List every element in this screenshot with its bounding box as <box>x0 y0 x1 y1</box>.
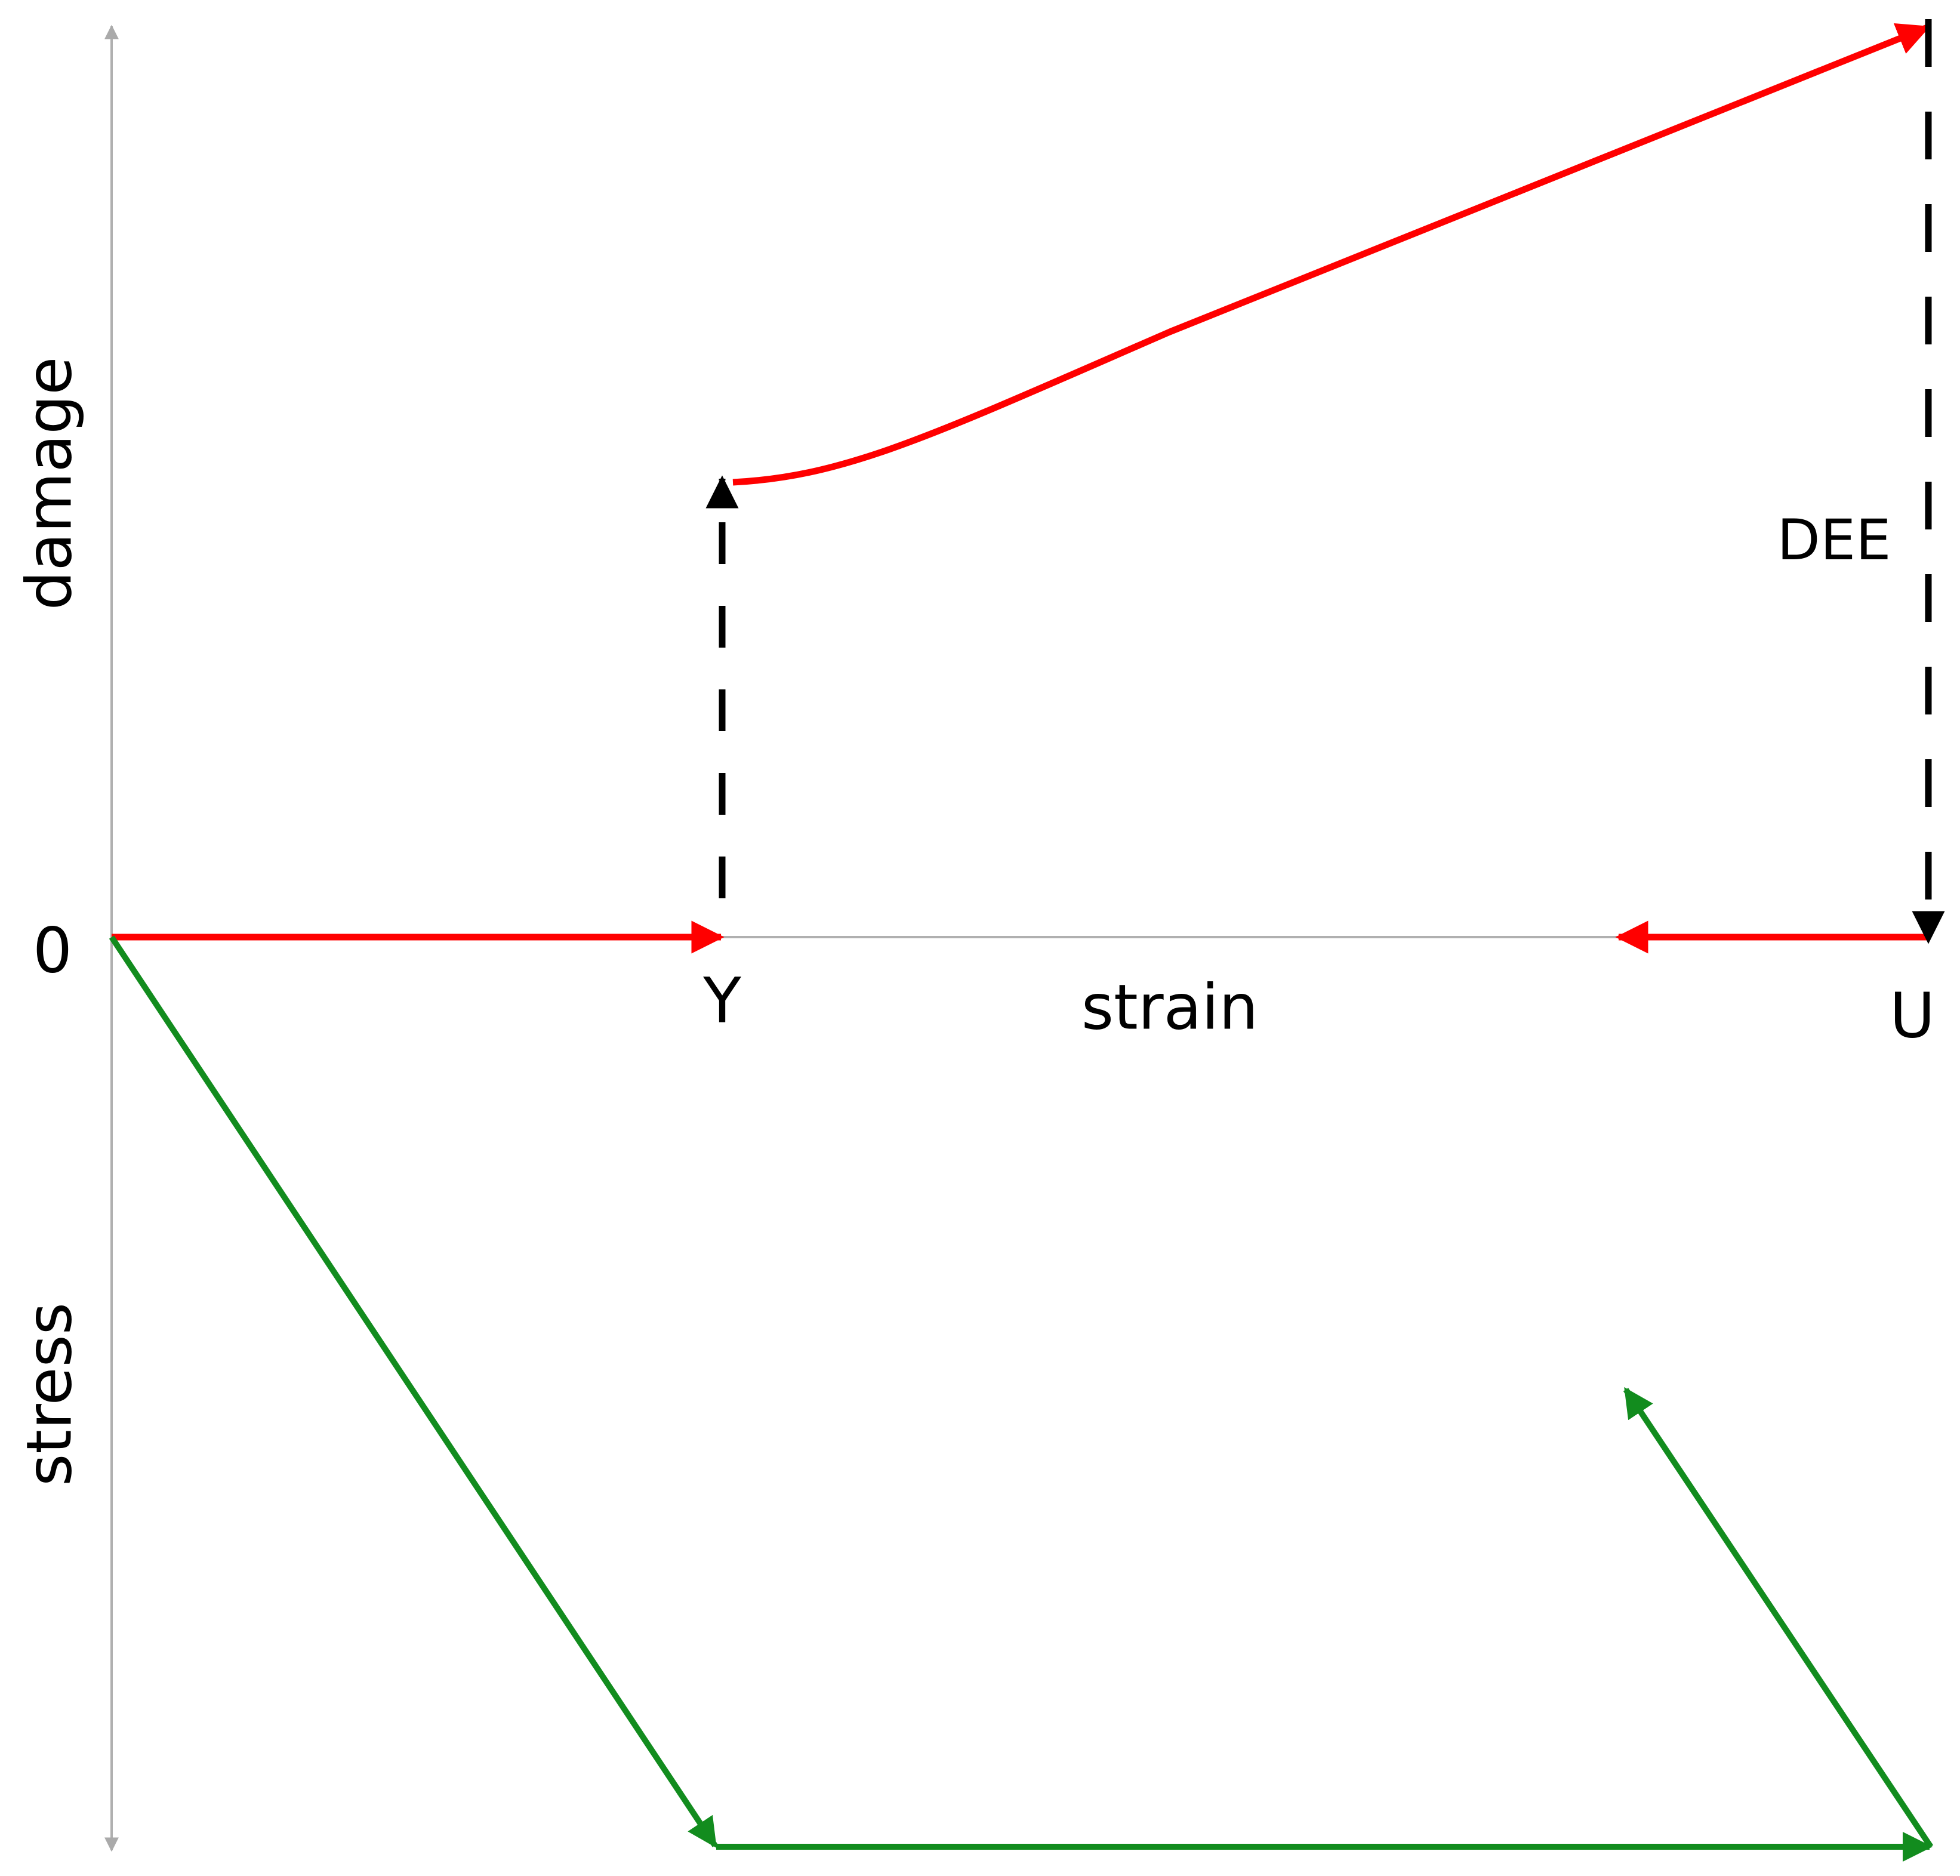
green-arrow <box>1623 1387 1934 1849</box>
green-arrow <box>109 935 718 1849</box>
axis-label: damage <box>13 357 85 611</box>
axis-label: stress <box>13 1302 85 1486</box>
point-label: 0 <box>33 914 72 987</box>
damage-curve <box>732 23 1931 486</box>
point-label: Y <box>702 964 741 1037</box>
annotation: DEE <box>1777 508 1891 573</box>
point-label: U <box>1890 979 1935 1052</box>
axis-label: strain <box>1081 971 1258 1043</box>
